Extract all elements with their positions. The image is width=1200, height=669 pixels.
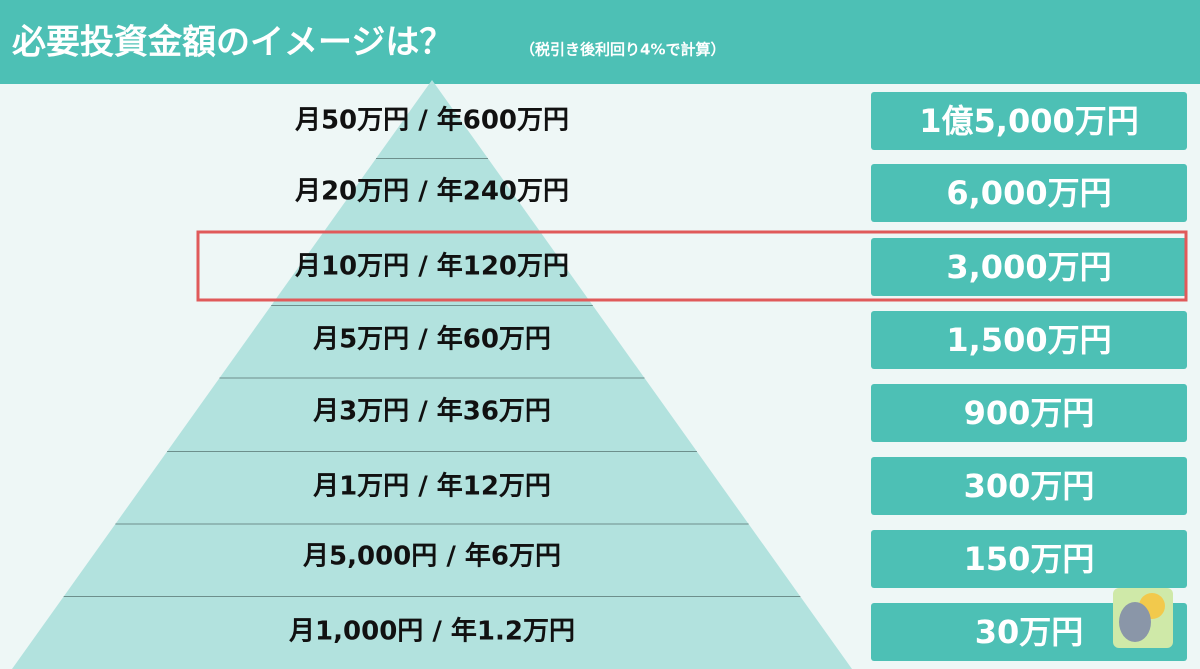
amount: 150万円 xyxy=(964,540,1095,578)
title: 必要投資金額のイメージは？ xyxy=(12,23,453,63)
row-label: 月50万円 / 年600万円 xyxy=(294,105,569,136)
amount-box xyxy=(871,530,1187,588)
row-label: 月10万円 / 年120万円 xyxy=(294,251,569,282)
mascot xyxy=(1113,588,1173,648)
row-label: 月5,000円 / 年6万円 xyxy=(302,541,561,572)
amount-box xyxy=(871,311,1187,369)
amount: 3,000万円 xyxy=(946,248,1111,286)
highlight xyxy=(196,230,1188,302)
amount: 1億5,000万円 xyxy=(919,102,1139,140)
row-label: 月5万円 / 年60万円 xyxy=(312,324,551,355)
note: （税引き後利回り4%で計算） xyxy=(520,41,725,59)
amount-box xyxy=(871,603,1187,661)
amount-box xyxy=(871,92,1187,150)
row-label: 月1,000円 / 年1.2万円 xyxy=(288,616,575,647)
row-label: 月1万円 / 年12万円 xyxy=(312,471,551,502)
amount-box xyxy=(871,164,1187,222)
amount: 1,500万円 xyxy=(946,321,1111,359)
amount-box xyxy=(871,238,1187,296)
amount-box xyxy=(871,384,1187,442)
row-label: 月20万円 / 年240万円 xyxy=(294,176,569,207)
header-band xyxy=(0,0,1200,84)
pyramid xyxy=(12,80,852,669)
amount: 900万円 xyxy=(964,394,1095,432)
mascot-body xyxy=(1119,602,1151,642)
row-label: 月3万円 / 年36万円 xyxy=(312,396,551,427)
amount-box xyxy=(871,457,1187,515)
amount: 6,000万円 xyxy=(946,174,1111,212)
amount: 30万円 xyxy=(975,613,1084,651)
amount: 300万円 xyxy=(964,467,1095,505)
